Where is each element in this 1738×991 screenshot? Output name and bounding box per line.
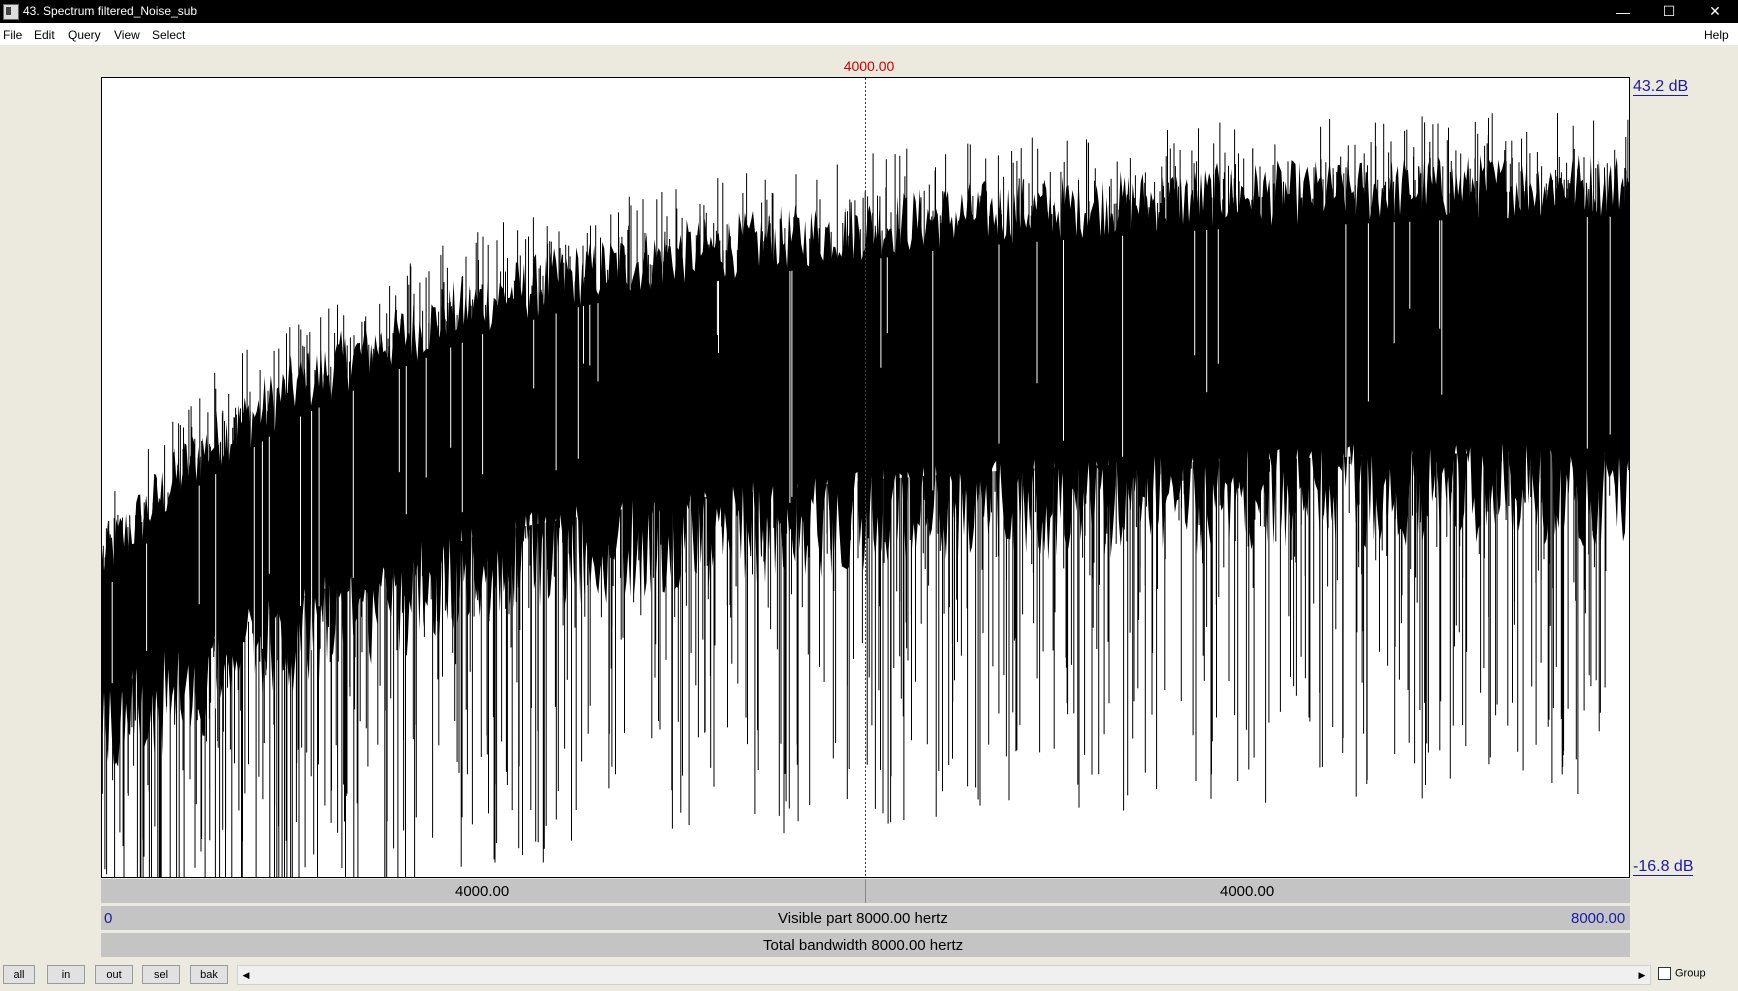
zoom-in-button[interactable]: in: [47, 965, 85, 984]
menu-query[interactable]: Query: [68, 28, 101, 42]
scroll-left-icon[interactable]: ◀: [242, 970, 250, 980]
group-checkbox[interactable]: Group: [1658, 967, 1706, 980]
visible-part-bar[interactable]: 0 Visible part 8000.00 hertz 8000.00: [101, 906, 1630, 930]
checkbox-icon[interactable]: [1658, 967, 1671, 980]
visible-start-label: 0: [104, 910, 113, 927]
spectrum-editor-area: 4000.00 43.2 dB -16.8 dB 4000.00 4000.00…: [0, 45, 1738, 960]
title-bar: 43. Spectrum filtered_Noise_sub — ☐ ✕: [0, 0, 1738, 23]
menu-select[interactable]: Select: [152, 28, 186, 42]
total-bandwidth-label: Total bandwidth 8000.00 hertz: [763, 937, 964, 954]
visible-part-label: Visible part 8000.00 hertz: [778, 910, 948, 927]
zoom-all-button[interactable]: all: [3, 965, 35, 984]
y-min-label: -16.8 dB: [1633, 858, 1694, 876]
segment-right-label[interactable]: 4000.00: [1220, 883, 1275, 900]
segment-left-label[interactable]: 4000.00: [455, 883, 510, 900]
close-button[interactable]: ✕: [1709, 3, 1721, 19]
total-bandwidth-bar[interactable]: Total bandwidth 8000.00 hertz: [101, 933, 1630, 957]
menu-bar: File Edit Query View Select Help: [0, 23, 1738, 45]
y-max-label: 43.2 dB: [1633, 78, 1689, 96]
segment-divider: [865, 879, 866, 903]
horizontal-scrollbar[interactable]: ◀ ▶: [237, 965, 1651, 985]
minimize-button[interactable]: —: [1616, 3, 1630, 20]
spectrum-svg: [102, 78, 1629, 877]
group-label: Group: [1675, 967, 1706, 980]
menu-file[interactable]: File: [3, 28, 23, 42]
spectrum-body: [102, 154, 1629, 767]
window-title: 43. Spectrum filtered_Noise_sub: [23, 4, 198, 18]
visible-end-label: 8000.00: [1571, 910, 1626, 927]
menu-help[interactable]: Help: [1704, 28, 1729, 42]
app-icon: [3, 4, 19, 20]
bottom-toolbar: all in out sel bak ◀ ▶ Group: [0, 960, 1738, 991]
cursor-frequency-label: 4000.00: [843, 58, 895, 74]
zoom-back-button[interactable]: bak: [190, 965, 228, 984]
menu-view[interactable]: View: [114, 28, 140, 42]
zoom-out-button[interactable]: out: [95, 965, 133, 984]
zoom-sel-button[interactable]: sel: [142, 965, 180, 984]
maximize-button[interactable]: ☐: [1662, 3, 1676, 19]
segment-bar[interactable]: 4000.00 4000.00: [101, 879, 1630, 903]
spectrum-plot[interactable]: [101, 77, 1630, 878]
spectrum-gaps: [111, 216, 1611, 709]
scroll-right-icon[interactable]: ▶: [1638, 970, 1646, 980]
menu-edit[interactable]: Edit: [34, 28, 55, 42]
